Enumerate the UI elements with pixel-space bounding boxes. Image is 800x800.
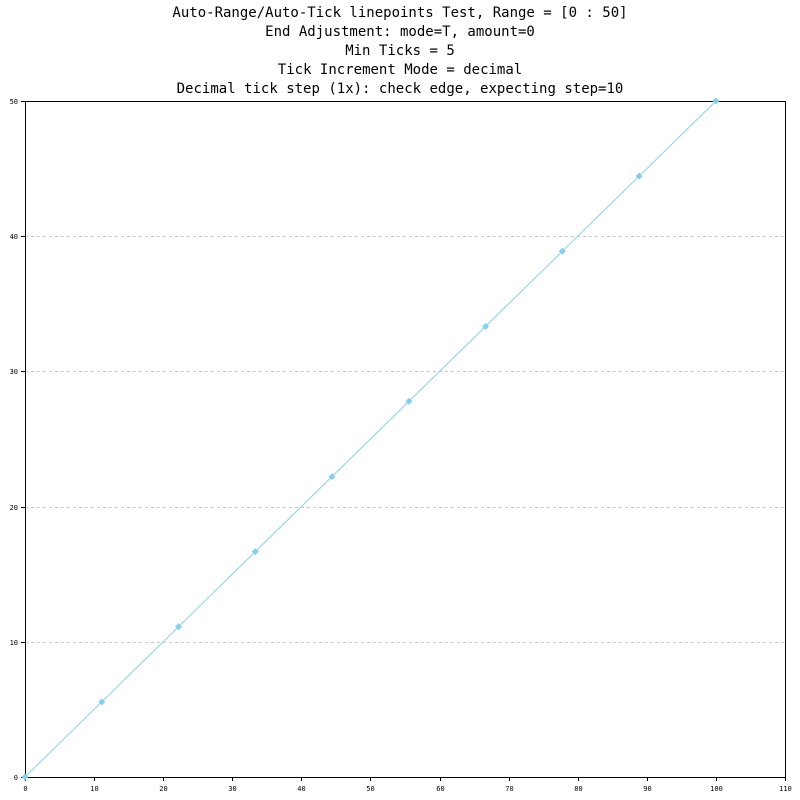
series-line-0 (24, 100, 717, 778)
x-tick-label-90: 90 (643, 785, 651, 793)
data-point-7 (558, 247, 566, 255)
x-tick-label-100: 100 (710, 785, 723, 793)
chart-title: Auto-Range/Auto-Tick linepoints Test, Ra… (0, 4, 800, 99)
series-layer (21, 97, 720, 781)
title-line-5: Decimal tick step (1x): check edge, expe… (176, 81, 624, 97)
title-line-3: Min Ticks = 5 (345, 43, 455, 59)
x-tick-label-80: 80 (574, 785, 582, 793)
x-tick-label-0: 0 (23, 785, 27, 793)
y-tick-label-20: 20 (10, 504, 18, 512)
title-line-2: End Adjustment: mode=T, amount=0 (265, 24, 535, 40)
x-tick-label-50: 50 (366, 785, 374, 793)
y-tick-label-40: 40 (10, 233, 18, 241)
data-point-0 (21, 773, 29, 781)
data-point-6 (482, 322, 490, 330)
x-tick-label-10: 10 (90, 785, 98, 793)
data-point-8 (635, 172, 643, 180)
y-tick-label-50: 50 (10, 98, 18, 106)
data-point-1 (98, 698, 106, 706)
title-line-4: Tick Increment Mode = decimal (277, 62, 523, 78)
plot-frame (25, 101, 786, 778)
x-tick-label-20: 20 (159, 785, 167, 793)
data-point-4 (328, 473, 336, 481)
data-point-3 (251, 548, 259, 556)
tick-label-layer: 0 10 20 30 40 50 0 10 20 30 40 50 60 70 80 90 100 110 (10, 98, 792, 793)
x-tick-label-40: 40 (297, 785, 305, 793)
axis-layer (21, 101, 786, 781)
y-tick-label-10: 10 (10, 639, 18, 647)
x-tick-label-30: 30 (228, 785, 236, 793)
data-point-9 (712, 97, 720, 105)
x-tick-label-60: 60 (436, 785, 444, 793)
data-point-5 (405, 397, 413, 405)
y-tick-label-30: 30 (10, 368, 18, 376)
y-tick-label-0: 0 (14, 774, 18, 782)
title-line-1: Auto-Range/Auto-Tick linepoints Test, Ra… (172, 5, 628, 21)
grid-layer (25, 101, 785, 643)
x-tick-label-70: 70 (505, 785, 513, 793)
data-point-2 (175, 623, 183, 631)
x-tick-label-110: 110 (779, 785, 792, 793)
